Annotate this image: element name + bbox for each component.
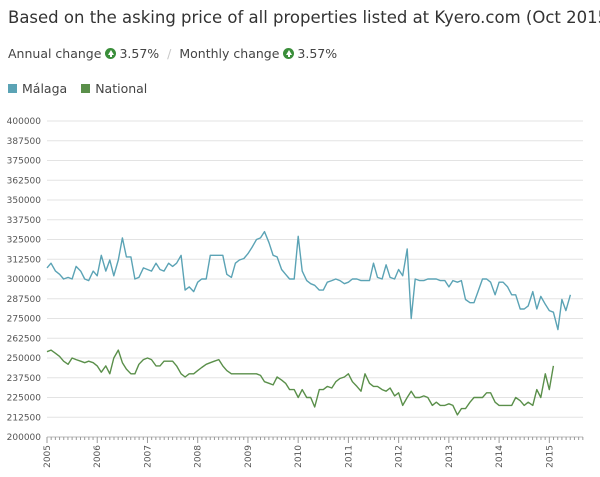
legend-label-national: National xyxy=(95,81,148,96)
x-tick-label: 2006 xyxy=(93,445,103,468)
legend-swatch-national xyxy=(81,84,91,93)
y-tick-label: 325000 xyxy=(7,236,42,246)
y-tick-label: 237500 xyxy=(7,374,42,384)
y-tick-label: 337500 xyxy=(7,216,42,226)
y-tick-label: 275000 xyxy=(7,315,42,325)
x-tick-label: 2009 xyxy=(244,445,254,468)
legend-swatch-malaga xyxy=(8,84,17,93)
annual-change-value: 3.57% xyxy=(119,46,160,61)
x-tick-label: 2013 xyxy=(445,445,455,468)
legend: Málaga National xyxy=(8,81,161,96)
annual-change-value-group: 3.57% xyxy=(105,46,159,61)
chart-title: Based on the asking price of all propert… xyxy=(8,8,600,27)
series-line-national xyxy=(46,349,555,416)
annual-change-label: Annual change xyxy=(8,46,102,61)
legend-label-malaga: Málaga xyxy=(22,81,68,96)
change-separator: / xyxy=(167,46,172,61)
monthly-change-label: Monthly change xyxy=(179,46,280,61)
y-tick-label: 200000 xyxy=(7,433,42,443)
legend-item-malaga[interactable]: Málaga xyxy=(8,81,67,96)
legend-item-national[interactable]: National xyxy=(81,81,147,96)
y-tick-label: 312500 xyxy=(7,255,42,265)
x-tick-label: 2012 xyxy=(395,445,405,468)
x-tick-label: 2010 xyxy=(294,445,304,468)
x-tick-label: 2011 xyxy=(344,445,354,468)
x-tick-label: 2014 xyxy=(495,445,505,468)
x-tick-label: 2007 xyxy=(143,445,153,468)
y-tick-label: 350000 xyxy=(7,196,42,206)
y-tick-label: 400000 xyxy=(7,117,42,127)
y-tick-label: 225000 xyxy=(7,394,42,404)
up-arrow-circle-icon xyxy=(105,48,117,59)
monthly-change-value: 3.57% xyxy=(297,46,338,61)
y-tick-label: 262500 xyxy=(7,334,42,344)
y-tick-label: 362500 xyxy=(7,176,42,186)
y-tick-label: 300000 xyxy=(7,275,42,285)
series-line-malaga xyxy=(46,230,572,331)
y-tick-label: 287500 xyxy=(7,295,42,305)
change-summary: Annual change 3.57% / Monthly change 3.5… xyxy=(8,46,337,61)
x-tick-label: 2008 xyxy=(194,445,204,468)
x-tick-label: 2015 xyxy=(545,445,555,468)
y-tick-label: 387500 xyxy=(7,137,42,147)
x-tick-label: 2005 xyxy=(43,445,53,468)
monthly-change-value-group: 3.57% xyxy=(283,46,337,61)
y-tick-label: 250000 xyxy=(7,354,42,364)
up-arrow-circle-icon xyxy=(283,48,295,59)
y-tick-label: 375000 xyxy=(7,157,42,167)
y-tick-label: 212500 xyxy=(7,413,42,423)
